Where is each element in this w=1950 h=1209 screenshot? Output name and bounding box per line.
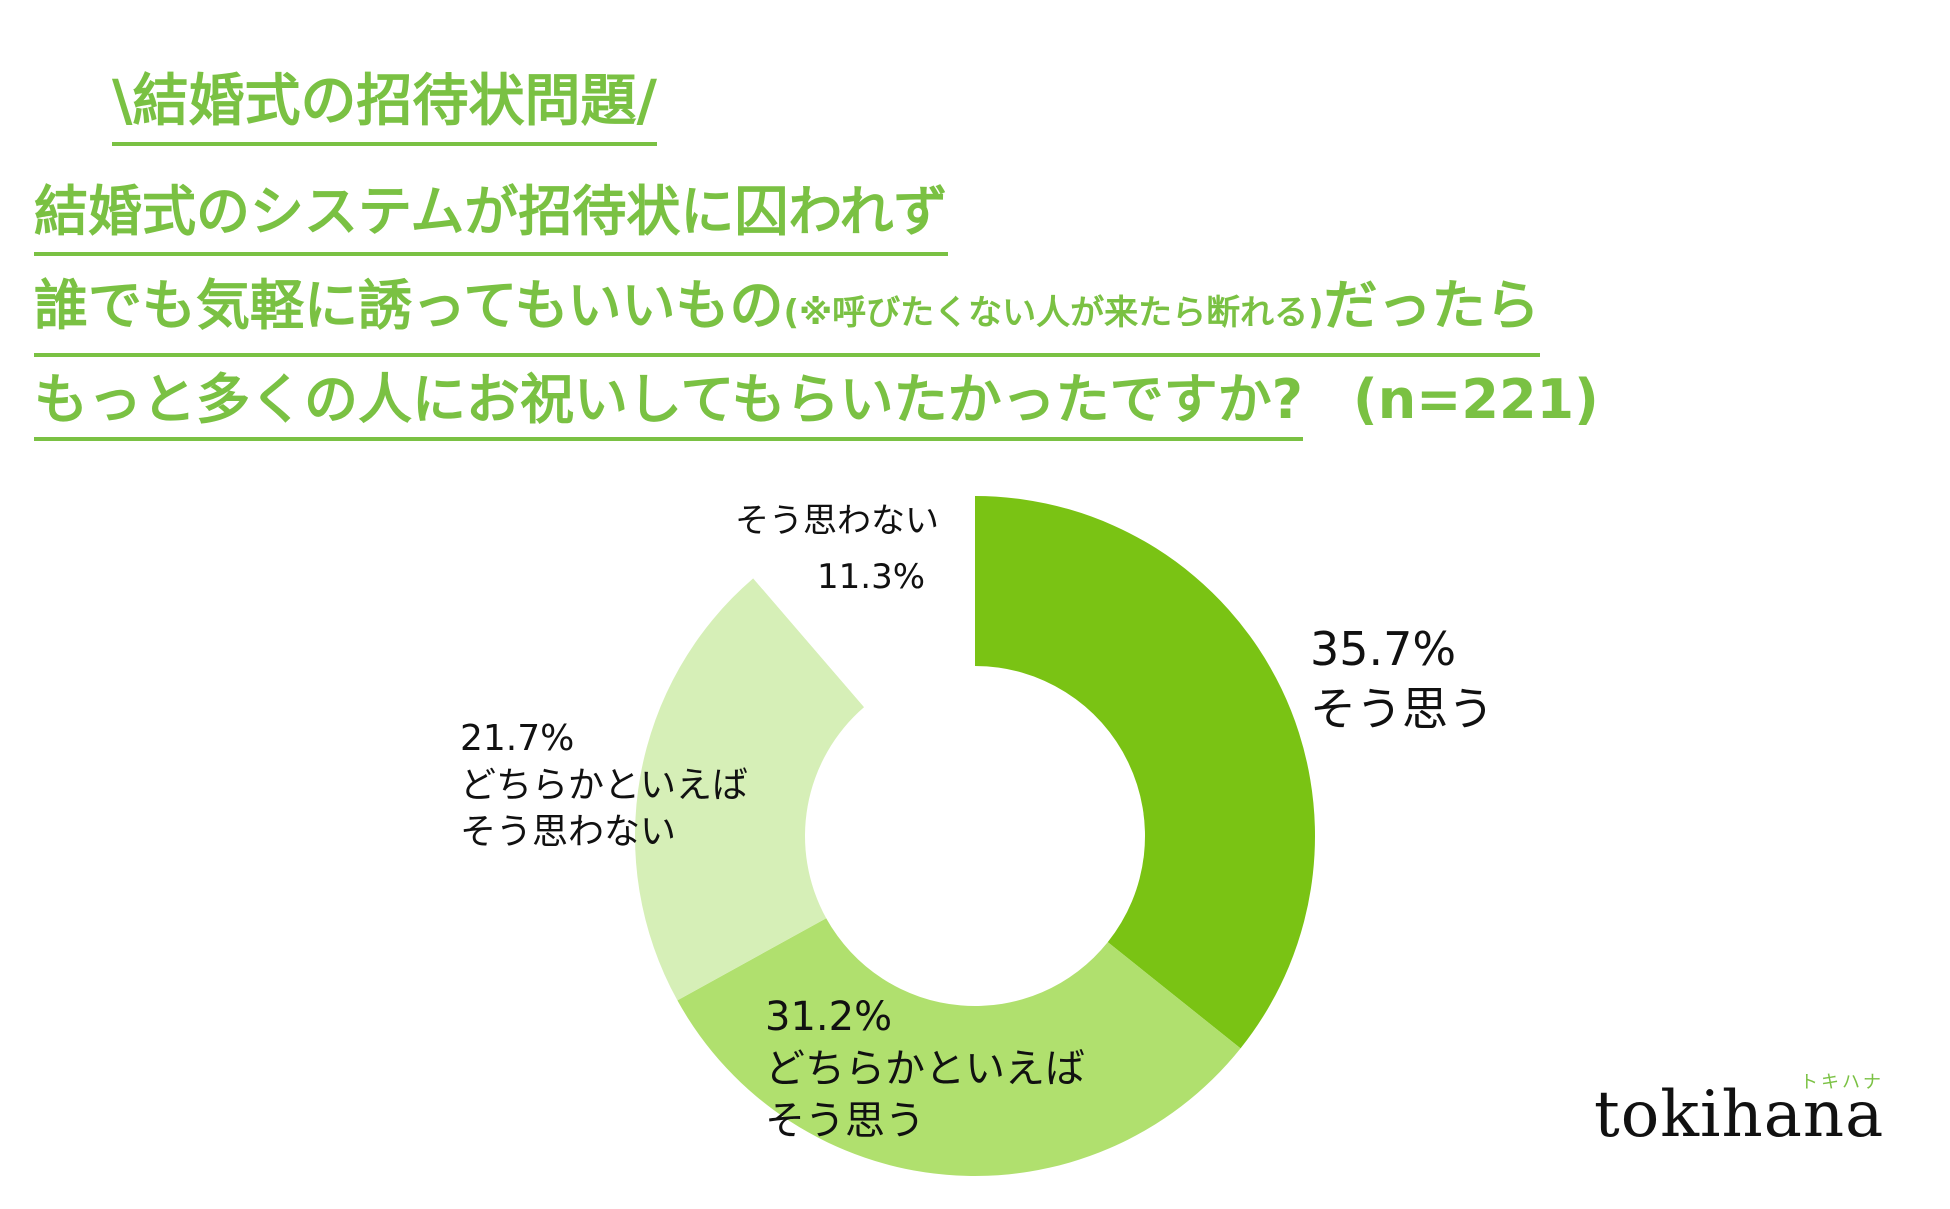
slice-category-label-2: そう思わない <box>460 812 676 853</box>
eyebrow-title: \結婚式の招待状問題/ <box>112 66 657 146</box>
slice-category-label-3: そう思わない <box>735 501 939 541</box>
question-line-2-end: だったら <box>1323 274 1540 337</box>
slice-value-label-2: 21.7% <box>460 718 574 759</box>
slice-1 <box>677 918 1241 1176</box>
slice-value-label-1: 31.2% <box>765 994 892 1040</box>
question-line-3-main: もっと多くの人にお祝いしてもらいたかったですか? <box>34 368 1304 441</box>
tokihana-logo: tokihana <box>1594 1078 1885 1152</box>
sample-size: (n=221) <box>1353 368 1599 431</box>
question-line-2-note: (※呼びたくない人が来たら断れる) <box>783 293 1324 333</box>
logo-kana: トキハナ <box>1800 1072 1884 1093</box>
question-line-2-main: 誰でも気軽に誘ってもいいもの <box>34 274 784 337</box>
question-line-3: もっと多くの人にお祝いしてもらいたかったですか? (n=221) <box>34 366 1599 441</box>
slice-value-label-0: 35.7% <box>1310 622 1456 676</box>
slice-value-label-3: 11.3% <box>817 557 925 597</box>
slice-category-label-2: どちらかといえば <box>460 765 748 806</box>
slice-2 <box>635 578 865 1001</box>
question-line-2: 誰でも気軽に誘ってもいいもの(※呼びたくない人が来たら断れる)だったら <box>34 272 1540 357</box>
slice-category-label-0: そう思う <box>1310 682 1494 736</box>
question-line-1: 結婚式のシステムが招待状に囚われず <box>34 178 948 256</box>
slice-0 <box>975 496 1315 1049</box>
slice-category-label-1: どちらかといえば <box>765 1046 1085 1092</box>
slice-category-label-1: そう思う <box>765 1098 925 1144</box>
slice-3 <box>753 496 975 708</box>
